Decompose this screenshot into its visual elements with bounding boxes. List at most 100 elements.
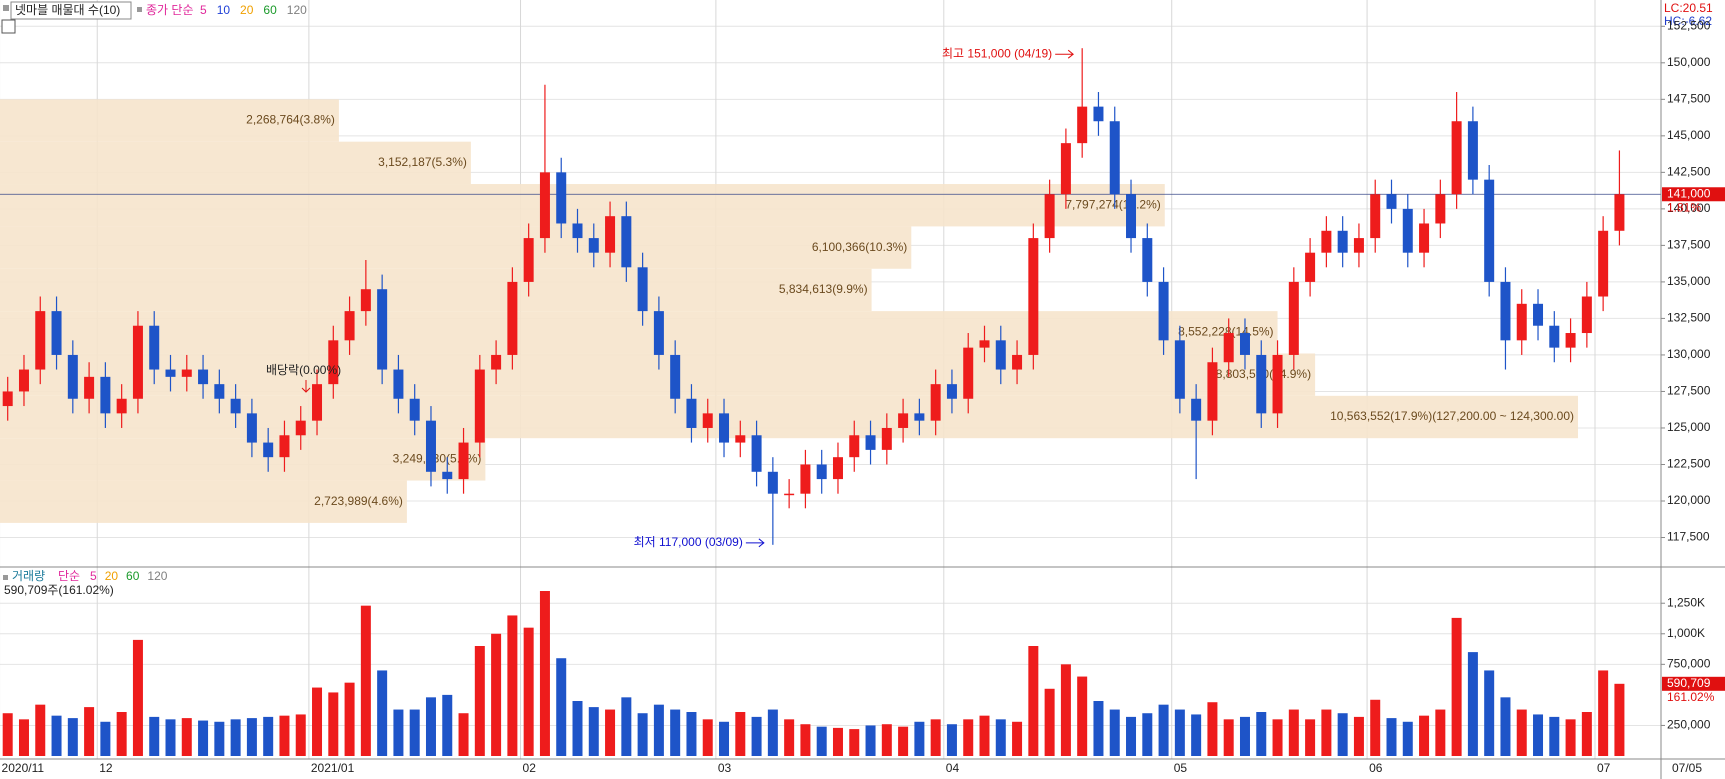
volume-profile-bar (0, 226, 912, 269)
volume-bar (702, 719, 713, 756)
volume-bar (751, 716, 762, 756)
candle-body (230, 398, 241, 414)
candle-body (1028, 238, 1039, 355)
x-tick-label: 2021/01 (311, 761, 355, 775)
volume-summary: 590,709주(161.02%) (4, 583, 114, 597)
volume-bar (930, 719, 941, 756)
candle-body (1549, 325, 1560, 348)
candle-body (442, 471, 453, 480)
volume-bar (2, 713, 13, 756)
candle-body (51, 311, 62, 355)
candle-body (1142, 238, 1153, 282)
candle-body (181, 369, 192, 377)
candle-body (881, 427, 892, 450)
volume-bar (719, 721, 730, 756)
current-volume-label: 590,709 (1667, 676, 1711, 690)
volume-bar (1093, 701, 1104, 756)
candle-body (670, 354, 681, 399)
volume-bar (963, 719, 974, 756)
candle-body (67, 354, 78, 399)
table-icon[interactable] (1, 19, 16, 34)
y-tick-label: 152,500 (1667, 18, 1711, 32)
ma-legend-item: 5 (200, 3, 207, 17)
volume-profile-label: 2,723,989(4.6%) (314, 494, 403, 508)
candle-body (963, 347, 974, 399)
volume-profile-bar (0, 395, 1578, 439)
candle-body (898, 413, 909, 428)
candle-body (605, 216, 616, 253)
candle-body (1565, 333, 1576, 348)
candle-body (18, 369, 29, 392)
candle-body (1174, 340, 1185, 399)
right-axis-panel (1661, 0, 1725, 779)
volume-bar (1484, 670, 1495, 756)
dividend-arrow (301, 380, 311, 393)
volume-bar (1191, 714, 1202, 756)
candle-body (1598, 230, 1609, 297)
candle-body (1044, 194, 1055, 239)
volume-ma-legend-item: 120 (147, 569, 167, 583)
candle-body (832, 457, 843, 480)
x-tick-label: 07 (1597, 761, 1611, 775)
candle-body (328, 340, 339, 385)
y-tick-label: 150,000 (1667, 55, 1711, 69)
volume-bar (1288, 709, 1299, 756)
volume-bar (686, 712, 697, 756)
candle-body (1239, 333, 1250, 355)
x-tick-label: 2020/11 (2, 761, 45, 775)
volume-bar (1581, 712, 1592, 756)
candle-body (1614, 194, 1625, 231)
candle-body (2, 391, 13, 407)
candle-body (246, 413, 257, 443)
candle-body (1158, 281, 1169, 341)
candle-body (979, 340, 990, 348)
legend-icon (3, 575, 8, 580)
y-tick-label: 120,000 (1667, 493, 1711, 507)
candle-body (132, 325, 143, 399)
x-tick-label: 04 (946, 761, 960, 775)
change-label: 1.81% (1667, 200, 1701, 214)
volume-bar (881, 724, 892, 756)
candle-body (995, 340, 1006, 370)
candle-body (572, 223, 583, 239)
volume-bar (1256, 712, 1267, 756)
y-tick-label: 137,500 (1667, 238, 1711, 252)
volume-ma-legend-item: 5 (90, 569, 97, 583)
volume-bar (344, 682, 355, 756)
volume-bar (946, 724, 957, 756)
volume-profile-bar (0, 268, 872, 312)
volume-bar (1174, 709, 1185, 756)
candle-body (263, 442, 274, 458)
candle-body (149, 325, 160, 370)
volume-bar (1012, 721, 1023, 756)
volume-profile-bar (0, 184, 1165, 227)
y-tick-label: 1,250K (1667, 595, 1705, 609)
candle-body (539, 172, 550, 239)
volume-bar (458, 713, 469, 756)
candle-body (1060, 143, 1071, 195)
candle-body (588, 238, 599, 253)
volume-bar (539, 591, 550, 756)
candle-body (360, 289, 371, 312)
volume-bar (360, 605, 371, 756)
candle-body (1272, 354, 1283, 414)
volume-bar (1370, 699, 1381, 756)
candle-body (637, 267, 648, 312)
legend-icon (137, 7, 142, 12)
low-annotation: 최저 117,000 (03/09) (634, 535, 743, 549)
candle-body (556, 172, 567, 224)
current-price-label: 141,000 (1667, 186, 1711, 200)
legend-box[interactable] (10, 1, 132, 20)
x-tick-label: 05 (1174, 761, 1188, 775)
y-tick-label: 750,000 (1667, 657, 1711, 671)
volume-bar (1028, 646, 1039, 756)
candle-body (1109, 121, 1120, 195)
y-tick-label: 1,000K (1667, 626, 1705, 640)
candle-body (816, 464, 827, 480)
volume-bar (670, 709, 681, 756)
volume-ma-legend-item: 60 (126, 569, 140, 583)
candle-body (84, 376, 95, 399)
volume-bar (491, 633, 502, 756)
volume-bar (1272, 719, 1283, 756)
candle-body (295, 420, 306, 436)
